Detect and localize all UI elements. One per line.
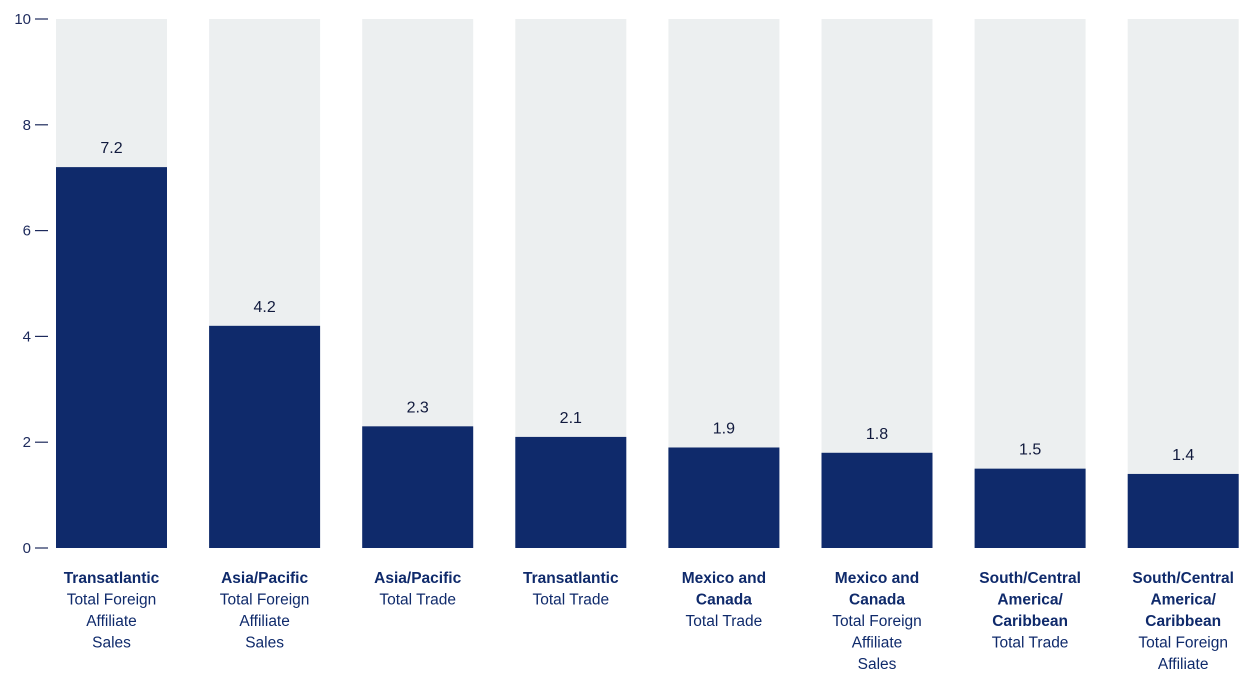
y-axis: 0 2 4 6 8 10 — [14, 11, 48, 557]
bar-track — [974, 19, 1086, 548]
category-measure: Total Trade — [379, 592, 456, 609]
category-label: Mexico and Canada Total Trade — [682, 570, 766, 630]
category-measure: Total Trade — [532, 592, 609, 609]
category-measure: Total Trade — [686, 613, 763, 630]
bar — [974, 468, 1086, 548]
y-tick-label: 4 — [23, 328, 31, 345]
category-labels: Transatlantic Total Foreign Affiliate Sales… — [64, 570, 1234, 673]
category-region: Caribbean — [992, 613, 1068, 630]
y-tick-label: 2 — [23, 434, 31, 451]
category-measure: Total Foreign — [1138, 635, 1228, 652]
category-label: South/Central America/Caribbean Total Fore… — [1132, 570, 1234, 673]
category-measure: Affiliate — [239, 613, 290, 630]
category-label: Mexico and Canada Total Foreign Affiliate Sa… — [832, 570, 922, 673]
y-tick-label: 6 — [23, 223, 31, 240]
category-region: America/ — [997, 592, 1063, 609]
category-measure: Total Foreign — [832, 613, 922, 630]
bar — [209, 325, 321, 548]
data-label: 1.8 — [866, 426, 888, 443]
data-label: 1.4 — [1172, 447, 1194, 464]
category-measure: Affiliate — [1158, 656, 1209, 673]
category-measure: Sales — [92, 635, 131, 652]
category-region: South/Central — [979, 570, 1081, 587]
category-region: America/ — [1150, 592, 1216, 609]
category-region: Mexico and — [835, 570, 919, 587]
y-tick-label: 8 — [23, 117, 31, 134]
category-region: Canada — [696, 592, 752, 609]
category-measure: Sales — [858, 656, 897, 673]
category-label: Transatlantic Total Foreign Affiliate Sales — [64, 570, 160, 652]
data-label: 4.2 — [253, 299, 275, 316]
category-region: Transatlantic — [64, 570, 160, 587]
data-label: 7.2 — [100, 140, 122, 157]
category-region: South/Central — [1132, 570, 1234, 587]
category-label: Asia/Pacific Total Foreign Affiliate Sales — [220, 570, 310, 652]
data-label: 2.1 — [560, 410, 582, 427]
bars: 7.2 4.2 2.3 2.1 1.9 1.8 1.5 1.4 — [56, 19, 1239, 548]
category-region: Asia/Pacific — [374, 570, 461, 587]
category-label: Transatlantic Total Trade — [523, 570, 619, 609]
bar — [362, 426, 474, 548]
bar-track — [1127, 19, 1239, 548]
data-label: 2.3 — [407, 399, 429, 416]
category-measure: Sales — [245, 635, 284, 652]
data-label: 1.9 — [713, 420, 735, 437]
category-region: Canada — [849, 592, 905, 609]
category-measure: Affiliate — [852, 635, 903, 652]
category-region: Caribbean — [1145, 613, 1221, 630]
category-region: Transatlantic — [523, 570, 619, 587]
y-tick-label: 10 — [14, 11, 31, 28]
y-tick-label: 0 — [23, 540, 31, 557]
bar — [821, 452, 933, 548]
bar — [1127, 473, 1239, 548]
category-label: Asia/Pacific Total Trade — [374, 570, 461, 609]
bar — [515, 436, 627, 548]
data-label: 1.5 — [1019, 442, 1041, 459]
category-label: South/Central America/Caribbean Total Trad… — [979, 570, 1081, 652]
category-region: Asia/Pacific — [221, 570, 308, 587]
category-measure: Affiliate — [86, 613, 137, 630]
category-measure: Total Trade — [992, 635, 1069, 652]
category-region: Mexico and — [682, 570, 766, 587]
category-measure: Total Foreign — [67, 592, 157, 609]
bar — [668, 447, 780, 548]
bar — [56, 167, 167, 548]
category-measure: Total Foreign — [220, 592, 310, 609]
